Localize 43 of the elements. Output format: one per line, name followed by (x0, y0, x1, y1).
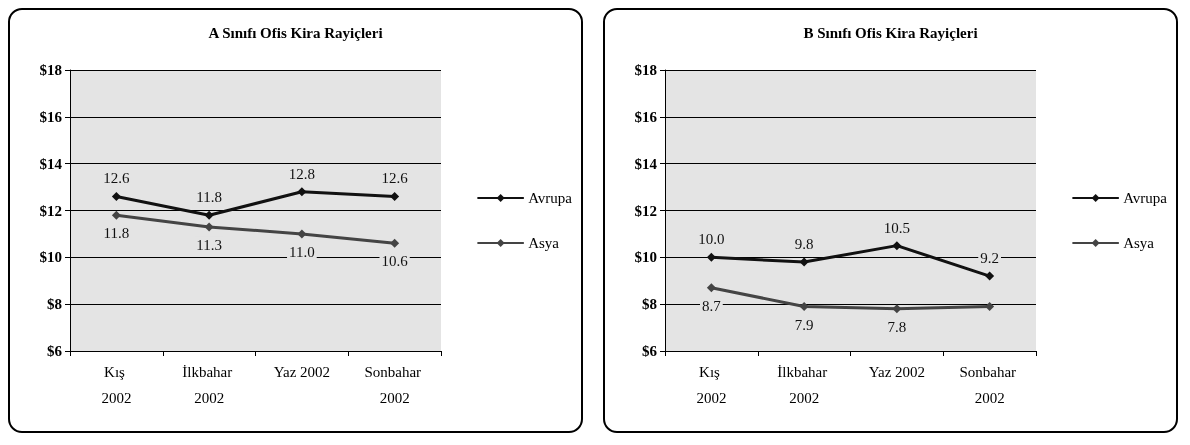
x-tick-label: Sonbahar 2002 (959, 364, 1020, 406)
legend-label: Asya (1123, 235, 1155, 251)
data-label: 11.8 (103, 225, 130, 242)
data-label: 11.8 (196, 189, 222, 206)
data-label: 9.2 (980, 250, 999, 267)
y-tick-label: $6 (642, 343, 658, 359)
y-tick-label: $8 (47, 296, 62, 313)
y-tick-label: $16 (39, 108, 63, 125)
y-tick-label: $8 (642, 296, 657, 313)
y-tick-label: $16 (634, 108, 658, 125)
y-tick-label: $6 (47, 343, 63, 359)
data-label: 10.5 (883, 219, 910, 236)
data-label: 7.9 (794, 316, 814, 333)
data-label: 8.7 (702, 297, 722, 314)
data-label: 7.8 (887, 318, 907, 335)
legend-label: Avrupa (528, 190, 573, 206)
x-tick-label: Kış 2002 (101, 364, 132, 406)
data-label: 12.8 (288, 165, 315, 182)
legend-label: Asya (528, 235, 560, 251)
data-label: 12.6 (103, 170, 130, 187)
y-tick-label: $12 (634, 202, 657, 219)
data-label: 11.3 (196, 236, 222, 253)
x-tick-label: Kış 2002 (696, 364, 727, 406)
y-tick-label: $10 (634, 249, 657, 266)
y-tick-label: $18 (39, 62, 62, 78)
x-tick-label: Sonbahar 2002 (364, 364, 425, 406)
x-tick-label: İlkbahar 2002 (777, 364, 831, 406)
y-tick-label: $12 (39, 202, 62, 219)
chart-title: A Sınıfı Ofis Kira Rayiçleri (208, 24, 383, 41)
x-tick-label: Yaz 2002 (868, 364, 926, 380)
y-tick-label: $14 (39, 155, 63, 172)
data-label: 9.8 (794, 236, 814, 253)
data-label: 10.6 (381, 253, 409, 270)
y-tick-label: $14 (634, 155, 658, 172)
y-tick-label: $10 (39, 249, 62, 266)
data-label: 10.0 (698, 231, 725, 248)
y-tick-label: $18 (634, 62, 657, 78)
x-tick-label: Yaz 2002 (273, 364, 331, 380)
data-label: 12.6 (381, 170, 409, 187)
legend-label: Avrupa (1123, 190, 1168, 206)
chart-title: B Sınıfı Ofis Kira Rayiçleri (803, 24, 978, 41)
x-tick-label: İlkbahar 2002 (182, 364, 236, 406)
data-label: 11.0 (289, 243, 315, 260)
